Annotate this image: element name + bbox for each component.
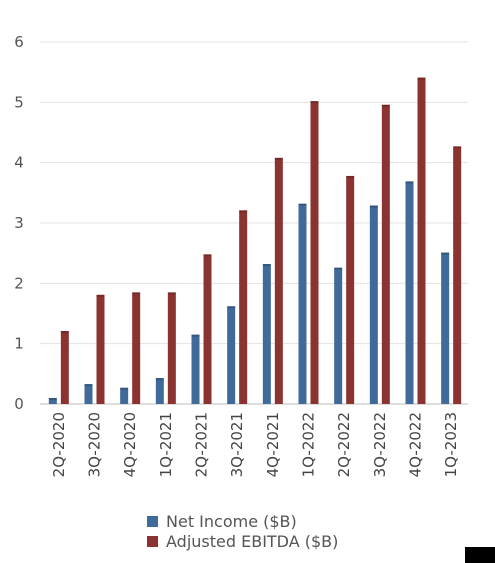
bar-cap <box>334 267 343 270</box>
x-tick-label: 3Q-2022 <box>371 412 389 477</box>
bar-cap <box>274 157 283 160</box>
bar-cap <box>48 397 57 400</box>
bar-adjusted-ebitda <box>203 254 212 404</box>
x-tick-label: 1Q-2021 <box>157 412 175 477</box>
bar-net-income <box>334 267 343 404</box>
bar-adjusted-ebitda <box>417 77 426 404</box>
x-tick-label: 4Q-2022 <box>407 412 425 477</box>
bar-net-income <box>48 397 57 404</box>
x-tick-label: 2Q-2022 <box>335 412 353 477</box>
bar-cap <box>191 334 200 337</box>
x-tick-label: 4Q-2020 <box>121 412 139 477</box>
bar-net-income <box>191 334 200 404</box>
bar-cap <box>155 378 164 381</box>
bar-cap <box>441 252 450 255</box>
bar-cap <box>60 330 69 333</box>
bar-cap <box>381 104 390 107</box>
x-axis-ticks: 2Q-2020 3Q-2020 4Q-2020 1Q-2021 2Q-2021 3Q-20… <box>50 412 460 477</box>
x-tick-label: 2Q-2021 <box>193 412 211 477</box>
x-tick-label: 3Q-2020 <box>86 412 104 477</box>
x-tick-label: 4Q-2021 <box>264 412 282 477</box>
bar-cap <box>417 77 426 80</box>
bar-adjusted-ebitda <box>381 104 390 404</box>
bar-adjusted-ebitda <box>60 330 69 404</box>
bar-net-income <box>227 306 236 404</box>
bar-cap <box>167 292 176 295</box>
x-tick-label: 1Q-2023 <box>442 412 460 477</box>
bar-net-income <box>369 205 378 404</box>
legend: Net Income ($B)Adjusted EBITDA ($B) <box>147 512 338 551</box>
bar-cap <box>84 384 93 387</box>
legend-swatch-net-income <box>147 516 158 527</box>
bars <box>48 77 462 405</box>
y-tick-label: 2 <box>14 274 24 292</box>
legend-label-adjusted-ebitda: Adjusted EBITDA ($B) <box>166 532 338 551</box>
bar-cap <box>203 254 212 257</box>
y-tick-label: 1 <box>14 335 24 353</box>
legend-swatch-adjusted-ebitda <box>147 536 158 547</box>
bar-adjusted-ebitda <box>239 210 248 404</box>
bar-cap <box>96 294 105 297</box>
bar-adjusted-ebitda <box>132 292 141 404</box>
bar-net-income <box>441 252 450 404</box>
x-tick-label: 2Q-2020 <box>50 412 68 477</box>
bar-net-income <box>298 203 307 404</box>
bar-adjusted-ebitda <box>274 157 283 404</box>
bar-cap <box>262 264 271 267</box>
bar-cap <box>132 292 141 295</box>
bar-cap <box>298 203 307 206</box>
bar-cap <box>369 205 378 208</box>
gridlines <box>40 41 468 405</box>
y-axis-ticks: 0 1 2 3 4 5 6 <box>14 33 24 413</box>
x-tick-label: 3Q-2021 <box>228 412 246 477</box>
y-tick-label: 0 <box>14 395 24 413</box>
x-tick-label: 1Q-2022 <box>300 412 318 477</box>
bar-adjusted-ebitda <box>96 294 105 404</box>
bar-net-income <box>262 264 271 404</box>
corner-logo-mark <box>465 547 495 563</box>
bar-adjusted-ebitda <box>346 175 355 404</box>
bar-cap <box>227 306 236 309</box>
bar-cap <box>310 101 319 104</box>
bar-net-income <box>155 378 164 404</box>
bar-adjusted-ebitda <box>310 101 319 405</box>
bar-adjusted-ebitda <box>167 292 176 404</box>
bar-cap <box>346 175 355 178</box>
legend-label-net-income: Net Income ($B) <box>166 512 297 531</box>
y-tick-label: 6 <box>14 33 24 51</box>
y-tick-label: 5 <box>14 93 24 111</box>
bar-net-income <box>405 181 414 404</box>
y-tick-label: 3 <box>14 214 24 232</box>
bar-cap <box>453 146 462 149</box>
bar-cap <box>405 181 414 184</box>
bar-adjusted-ebitda <box>453 146 462 405</box>
bar-net-income <box>120 387 129 404</box>
bar-net-income <box>84 384 93 404</box>
bar-cap <box>120 387 129 390</box>
bar-cap <box>239 210 248 213</box>
y-tick-label: 4 <box>14 154 24 172</box>
